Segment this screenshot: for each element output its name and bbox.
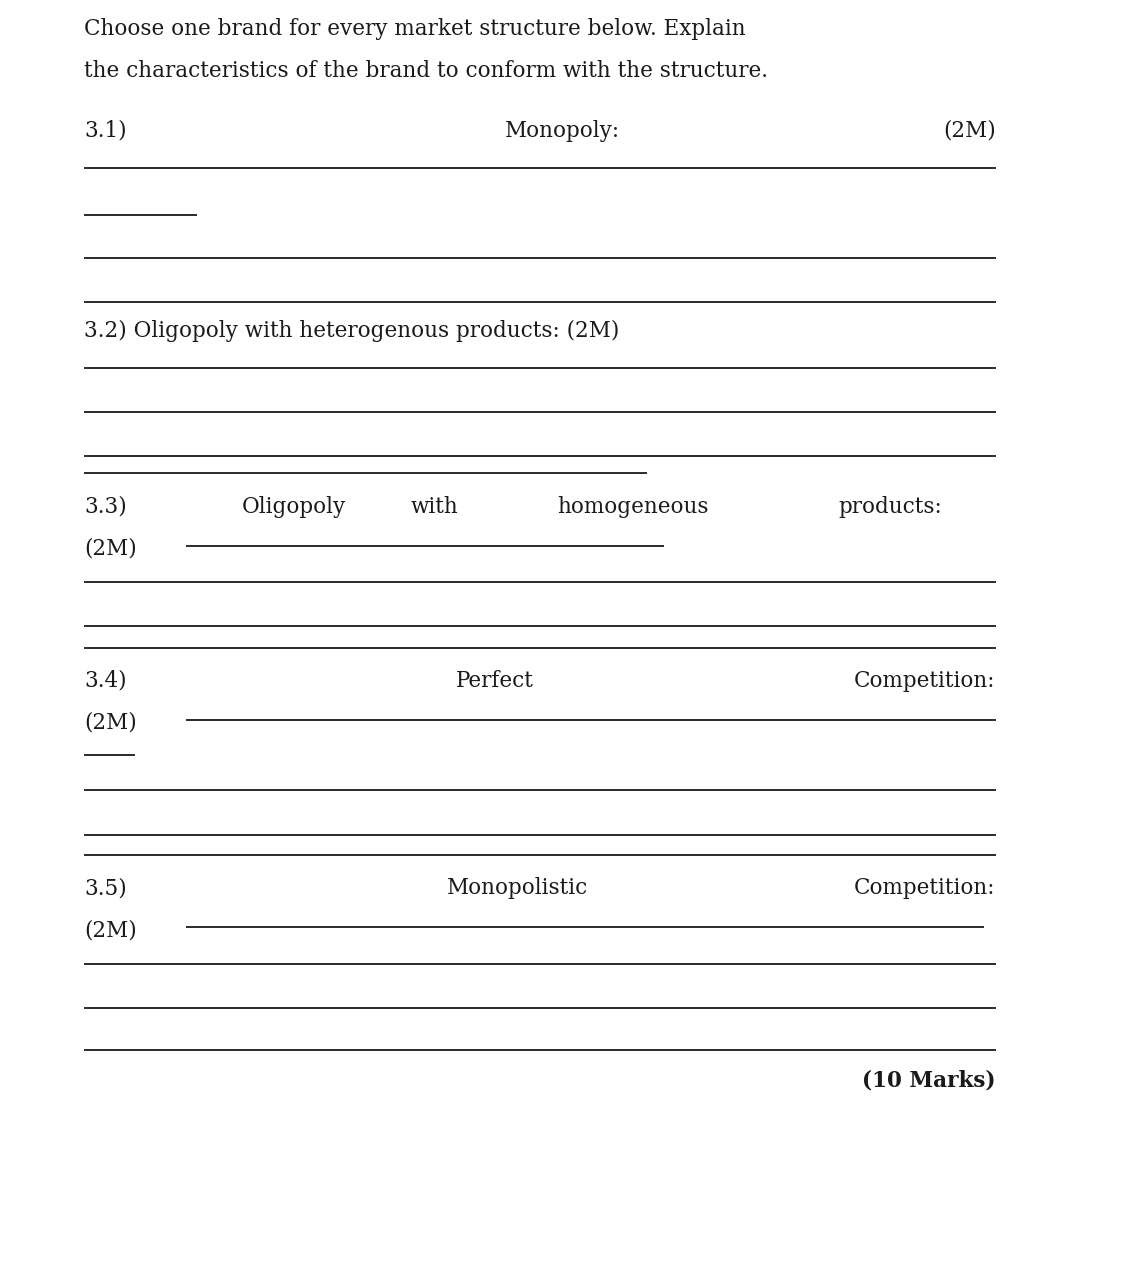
Text: 3.3): 3.3) bbox=[84, 496, 127, 518]
Text: Monopoly:: Monopoly: bbox=[505, 120, 620, 142]
Text: 3.5): 3.5) bbox=[84, 876, 127, 899]
Text: Perfect: Perfect bbox=[456, 670, 534, 692]
Text: Competition:: Competition: bbox=[854, 876, 996, 899]
Text: Choose one brand for every market structure below. Explain: Choose one brand for every market struct… bbox=[84, 18, 746, 40]
Text: Monopolistic: Monopolistic bbox=[447, 876, 588, 899]
Text: 3.4): 3.4) bbox=[84, 670, 127, 692]
Text: homogeneous: homogeneous bbox=[557, 496, 709, 518]
Text: (2M): (2M) bbox=[84, 919, 137, 941]
Text: 3.2) Oligopoly with heterogenous products: (2M): 3.2) Oligopoly with heterogenous product… bbox=[84, 320, 620, 342]
Text: (2M): (2M) bbox=[84, 538, 137, 560]
Text: Oligopoly: Oligopoly bbox=[242, 496, 346, 518]
Text: (2M): (2M) bbox=[943, 120, 996, 142]
Text: (2M): (2M) bbox=[84, 712, 137, 734]
Text: products:: products: bbox=[838, 496, 942, 518]
Text: 3.1): 3.1) bbox=[84, 120, 127, 142]
Text: Competition:: Competition: bbox=[854, 670, 996, 692]
Text: with: with bbox=[411, 496, 458, 518]
Text: the characteristics of the brand to conform with the structure.: the characteristics of the brand to conf… bbox=[84, 61, 768, 82]
Text: (10 Marks): (10 Marks) bbox=[862, 1071, 996, 1092]
